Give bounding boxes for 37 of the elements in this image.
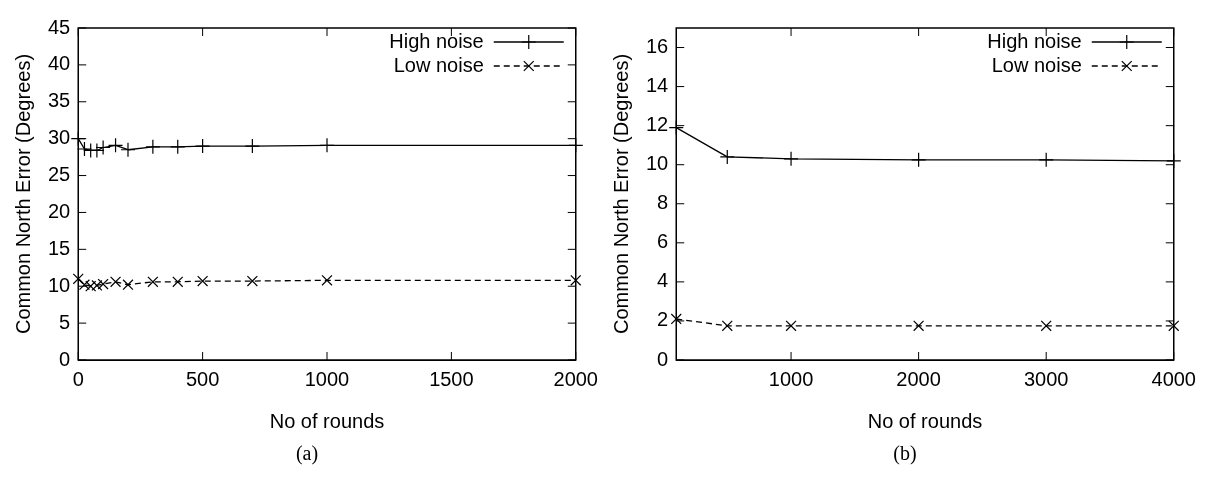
y-tick-label: 45 [48, 15, 71, 38]
x-tick-label: 3000 [1023, 367, 1069, 390]
y-tick-label: 10 [48, 273, 71, 296]
x-tick-label: 2000 [896, 367, 941, 390]
legend-label: High noise [389, 29, 484, 52]
legend-label: Low noise [991, 53, 1082, 76]
y-tick-label: 16 [646, 35, 669, 58]
y-tick-label: 2 [657, 308, 669, 331]
y-tick-label: 12 [646, 113, 669, 136]
y-tick-label: 14 [646, 74, 669, 97]
x-axis-title: No of rounds [867, 409, 983, 432]
text: (a) [295, 442, 319, 465]
y-tick-label: 10 [646, 152, 669, 175]
text: (b) [893, 442, 917, 465]
y-tick-label: 30 [48, 126, 71, 149]
legend-label: High noise [987, 29, 1082, 52]
y-tick-label: 5 [59, 310, 71, 333]
x-tick-label: 2000 [553, 367, 598, 390]
y-tick-label: 20 [48, 199, 71, 222]
x-tick-label: 1500 [429, 367, 474, 390]
legend-label: Low noise [393, 53, 484, 76]
x-tick-label: 500 [185, 367, 220, 390]
y-tick-label: 35 [48, 89, 71, 112]
y-tick-label: 4 [657, 269, 669, 292]
x-tick-label: 1000 [768, 367, 814, 390]
y-tick-label: 8 [657, 191, 669, 214]
y-tick-label: 40 [48, 52, 71, 75]
x-tick-label: 1000 [304, 367, 350, 390]
y-tick-label: 0 [59, 347, 71, 370]
y-tick-label: 6 [657, 230, 669, 253]
x-axis-title: No of rounds [269, 409, 385, 432]
y-tick-label: 25 [48, 163, 71, 186]
x-tick-label: 4000 [1151, 367, 1196, 390]
y-tick-label: 15 [48, 236, 71, 259]
y-axis-title: Common North Error (Degrees) [609, 53, 632, 335]
y-tick-label: 0 [657, 347, 669, 370]
y-axis-title: Common North Error (Degrees) [11, 53, 34, 335]
